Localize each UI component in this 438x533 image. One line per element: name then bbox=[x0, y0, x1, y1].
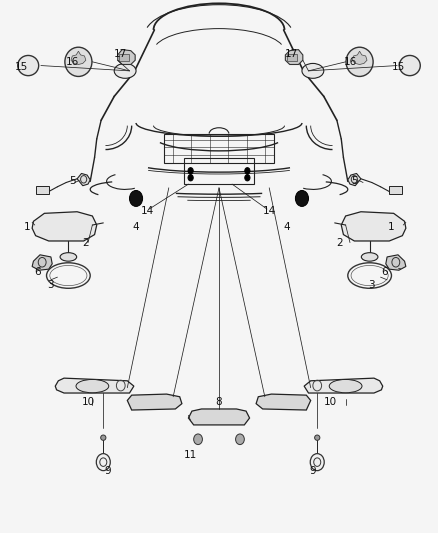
Text: 5: 5 bbox=[351, 176, 358, 187]
Text: 1: 1 bbox=[388, 222, 395, 232]
Circle shape bbox=[295, 190, 308, 206]
Polygon shape bbox=[118, 50, 135, 64]
Circle shape bbox=[194, 434, 202, 445]
Polygon shape bbox=[386, 255, 406, 270]
Text: 1: 1 bbox=[24, 222, 30, 232]
Bar bbox=[36, 185, 49, 194]
Ellipse shape bbox=[76, 379, 109, 393]
Ellipse shape bbox=[399, 55, 420, 76]
Text: 4: 4 bbox=[283, 222, 290, 232]
Polygon shape bbox=[32, 212, 97, 241]
Ellipse shape bbox=[101, 435, 106, 440]
Text: 14: 14 bbox=[263, 206, 276, 216]
Circle shape bbox=[245, 174, 250, 181]
Text: 9: 9 bbox=[104, 466, 111, 476]
Ellipse shape bbox=[18, 55, 39, 76]
Ellipse shape bbox=[302, 63, 324, 78]
Polygon shape bbox=[55, 378, 134, 393]
Bar bbox=[287, 54, 297, 61]
Polygon shape bbox=[256, 394, 311, 410]
Text: 2: 2 bbox=[336, 238, 343, 247]
Polygon shape bbox=[32, 255, 52, 270]
Ellipse shape bbox=[314, 435, 320, 440]
Ellipse shape bbox=[60, 253, 77, 261]
Text: 4: 4 bbox=[133, 222, 139, 232]
Circle shape bbox=[188, 167, 193, 174]
Polygon shape bbox=[286, 50, 303, 64]
Text: 3: 3 bbox=[48, 280, 54, 290]
Circle shape bbox=[236, 434, 244, 445]
Ellipse shape bbox=[346, 47, 373, 76]
Bar bbox=[389, 185, 402, 194]
Circle shape bbox=[96, 454, 110, 471]
Text: 16: 16 bbox=[66, 57, 79, 67]
Text: 11: 11 bbox=[184, 450, 197, 460]
Ellipse shape bbox=[65, 47, 92, 76]
Circle shape bbox=[310, 454, 324, 471]
Polygon shape bbox=[341, 212, 406, 241]
Bar bbox=[164, 134, 274, 163]
Bar bbox=[120, 54, 129, 61]
Bar bbox=[184, 158, 254, 184]
Text: 15: 15 bbox=[392, 62, 405, 72]
Text: 17: 17 bbox=[284, 49, 298, 59]
Polygon shape bbox=[71, 51, 86, 64]
Circle shape bbox=[130, 190, 143, 206]
Text: 16: 16 bbox=[343, 57, 357, 67]
Text: 2: 2 bbox=[82, 238, 89, 247]
Ellipse shape bbox=[361, 253, 378, 261]
Polygon shape bbox=[77, 173, 90, 185]
Text: 10: 10 bbox=[324, 397, 337, 407]
Polygon shape bbox=[127, 394, 182, 410]
Text: 3: 3 bbox=[368, 280, 375, 290]
Ellipse shape bbox=[114, 63, 136, 78]
Text: 17: 17 bbox=[114, 49, 127, 59]
Polygon shape bbox=[304, 378, 383, 393]
Text: 6: 6 bbox=[35, 267, 41, 277]
Ellipse shape bbox=[329, 379, 362, 393]
Circle shape bbox=[245, 167, 250, 174]
Polygon shape bbox=[188, 409, 250, 425]
Polygon shape bbox=[352, 51, 367, 64]
Text: 8: 8 bbox=[215, 397, 223, 407]
Circle shape bbox=[188, 174, 193, 181]
Polygon shape bbox=[348, 173, 361, 185]
Text: 14: 14 bbox=[140, 206, 154, 216]
Text: 5: 5 bbox=[69, 176, 76, 187]
Text: 9: 9 bbox=[310, 466, 316, 476]
Text: 6: 6 bbox=[381, 267, 388, 277]
Text: 10: 10 bbox=[81, 397, 95, 407]
Text: 15: 15 bbox=[15, 62, 28, 72]
